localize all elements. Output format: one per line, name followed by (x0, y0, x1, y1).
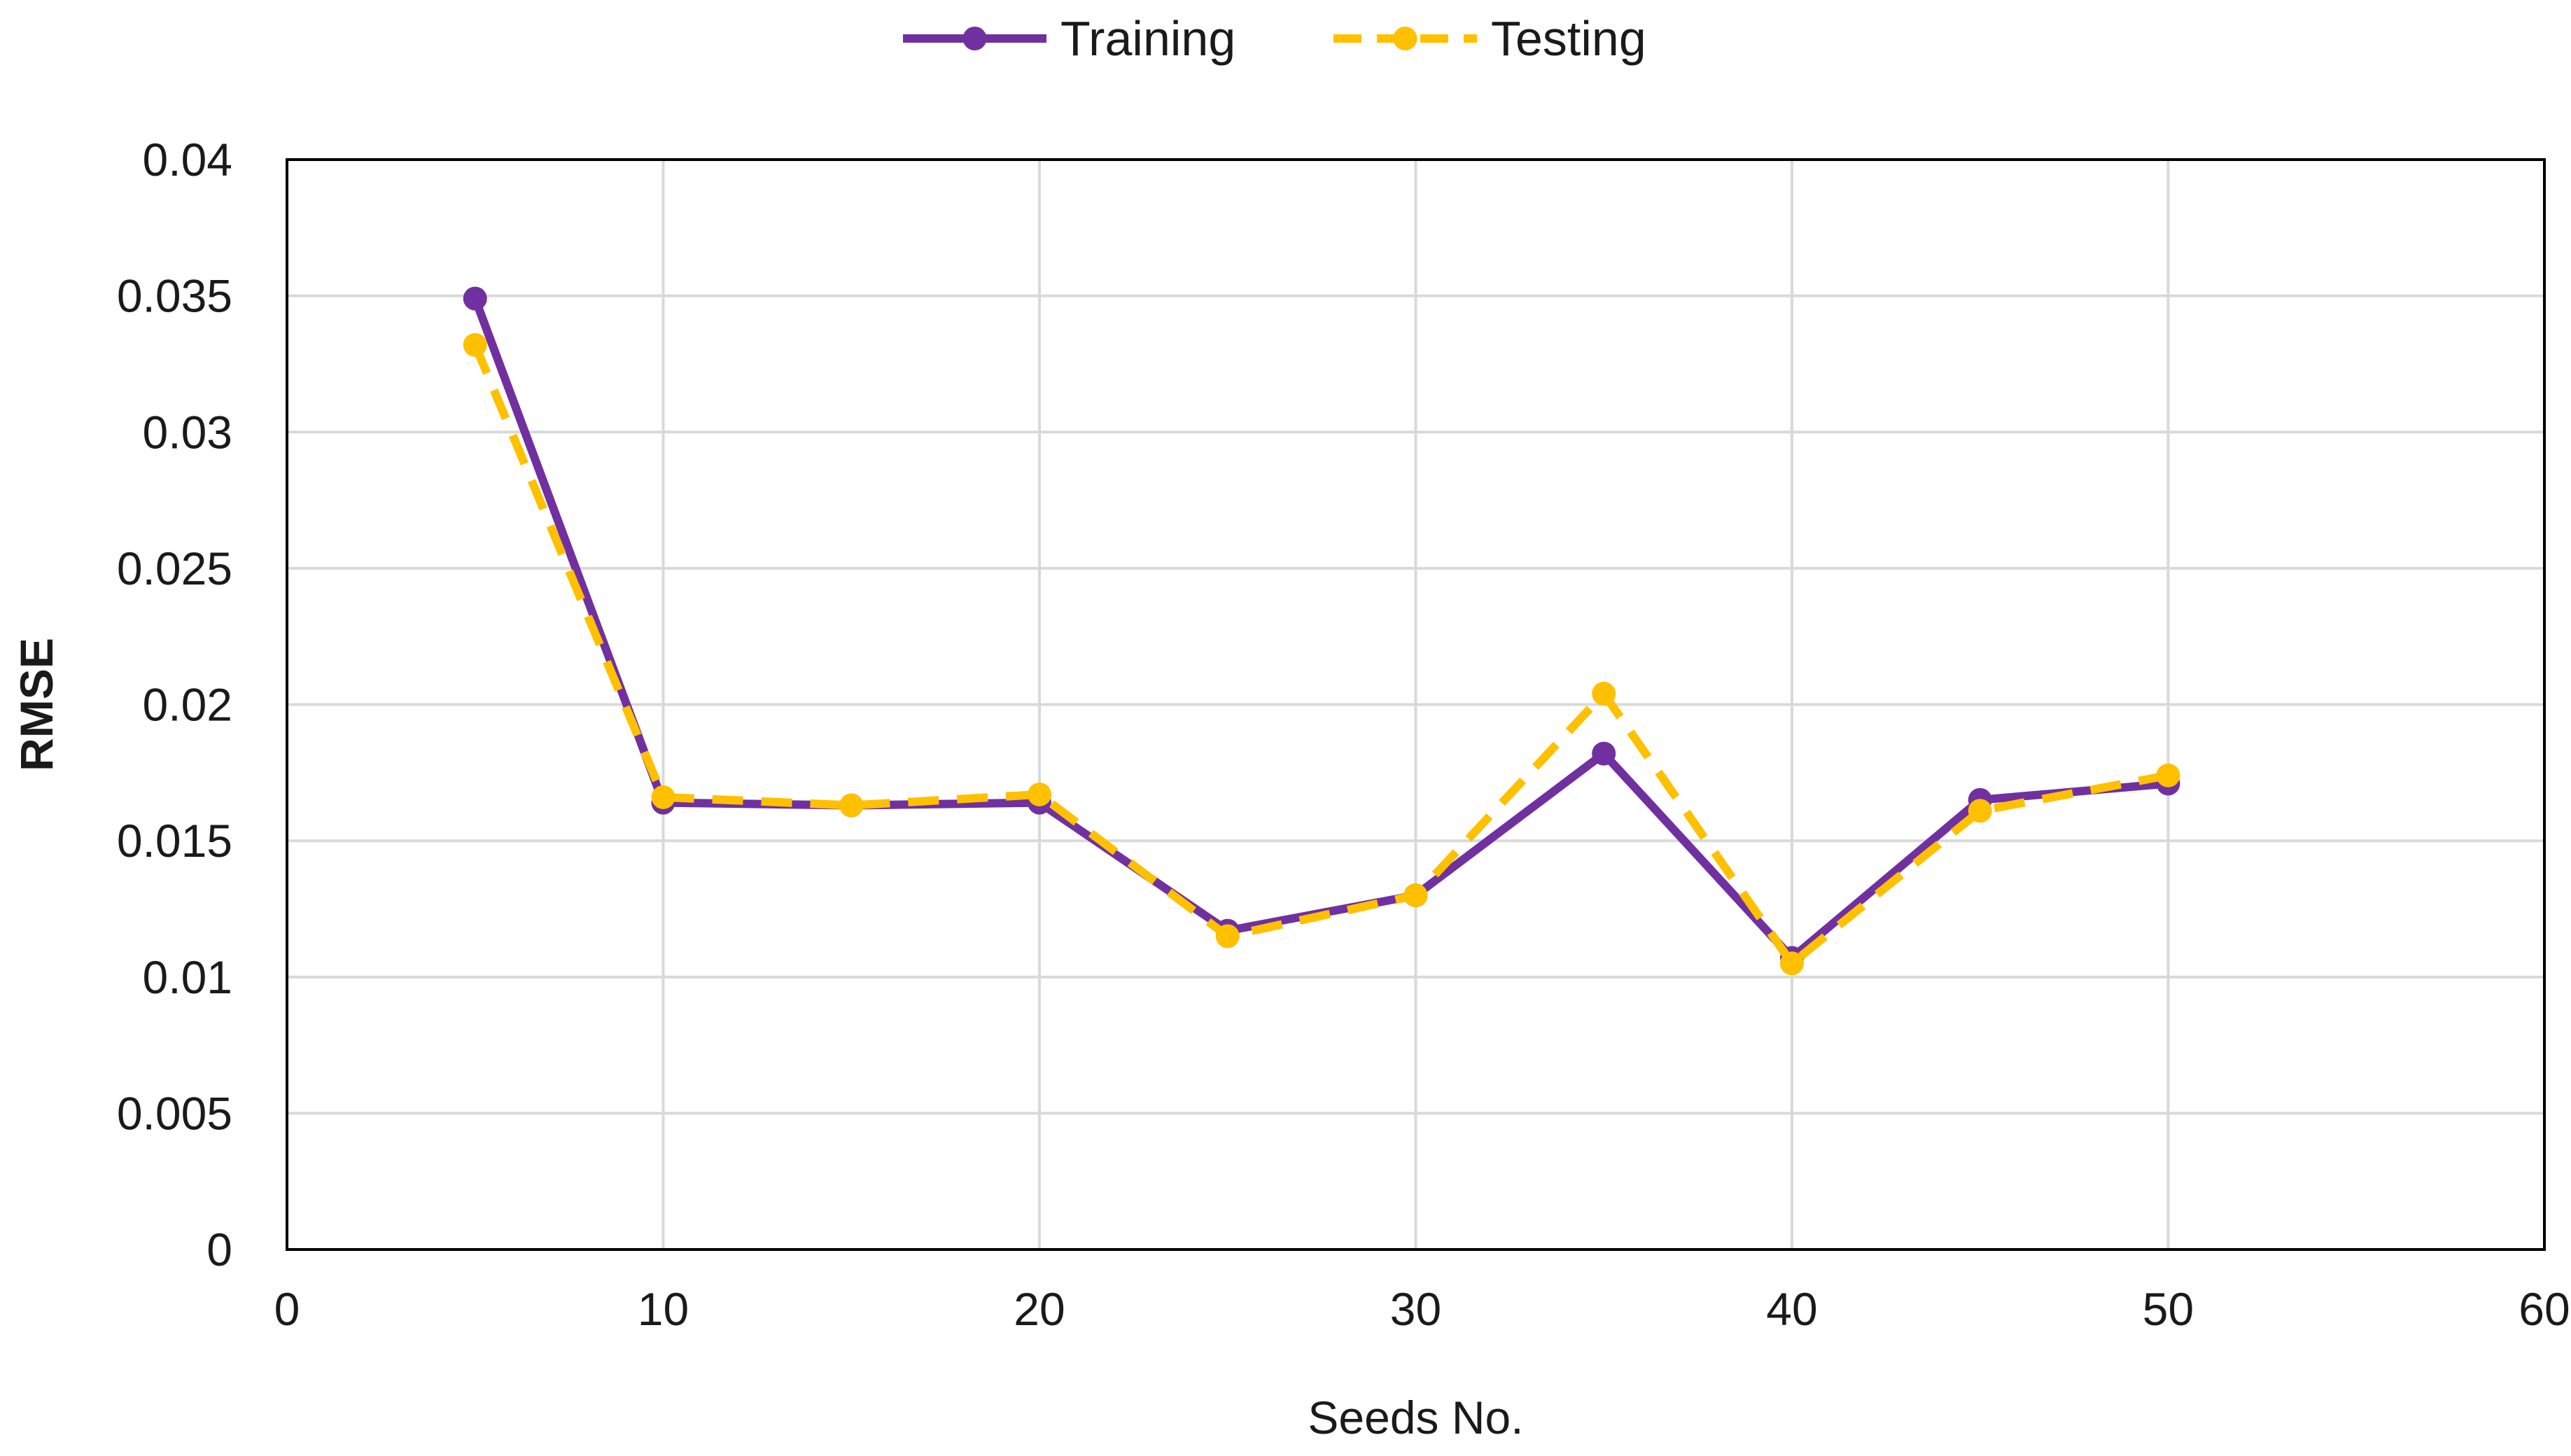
x-tick-label: 0 (274, 1283, 300, 1335)
legend-label-testing: Testing (1491, 11, 1646, 66)
y-tick-label: 0.025 (117, 542, 232, 594)
series-layer (463, 286, 2180, 976)
data-point-testing (1780, 951, 1804, 976)
legend: Training Testing (903, 11, 1646, 66)
x-axis-title: Seeds No. (1308, 1392, 1523, 1443)
y-tick-label: 0.04 (143, 134, 232, 186)
y-tick-label: 0 (206, 1224, 232, 1275)
x-tick-label: 60 (2519, 1283, 2570, 1335)
y-tick-label: 0.03 (143, 406, 232, 458)
data-point-training (1592, 741, 1616, 766)
y-axis-tick-labels: 0 0.005 0.01 0.015 0.02 0.025 0.03 0.035 0.04 (117, 134, 232, 1275)
data-point-testing (1968, 799, 1992, 823)
y-tick-label: 0.01 (143, 951, 232, 1003)
data-point-testing (2156, 763, 2180, 788)
data-point-training (463, 286, 487, 311)
y-tick-label: 0.035 (117, 270, 232, 322)
y-tick-label: 0.005 (117, 1087, 232, 1139)
data-point-testing (651, 785, 675, 809)
data-point-testing (839, 793, 864, 818)
gridlines (287, 160, 2544, 1250)
data-point-testing (463, 332, 487, 357)
x-tick-label: 10 (638, 1283, 689, 1335)
x-axis-tick-labels: 0 10 20 30 40 50 60 (274, 1283, 2570, 1335)
data-point-testing (1028, 782, 1051, 806)
legend-label-training: Training (1060, 11, 1235, 66)
plot-area-frame (286, 158, 2546, 1251)
legend-marker-training (962, 27, 987, 50)
x-tick-label: 40 (1766, 1283, 1817, 1335)
x-tick-label: 20 (1014, 1283, 1065, 1335)
data-point-testing (1592, 681, 1616, 706)
x-tick-label: 50 (2143, 1283, 2194, 1335)
data-point-testing (1215, 924, 1240, 948)
y-axis-title: RMSE (10, 638, 62, 771)
data-point-testing (1403, 883, 1428, 907)
x-tick-label: 30 (1390, 1283, 1441, 1335)
series-line-testing (471, 343, 2169, 968)
y-tick-label: 0.015 (117, 815, 232, 867)
legend-marker-testing (1393, 27, 1417, 50)
y-tick-label: 0.02 (143, 679, 232, 731)
